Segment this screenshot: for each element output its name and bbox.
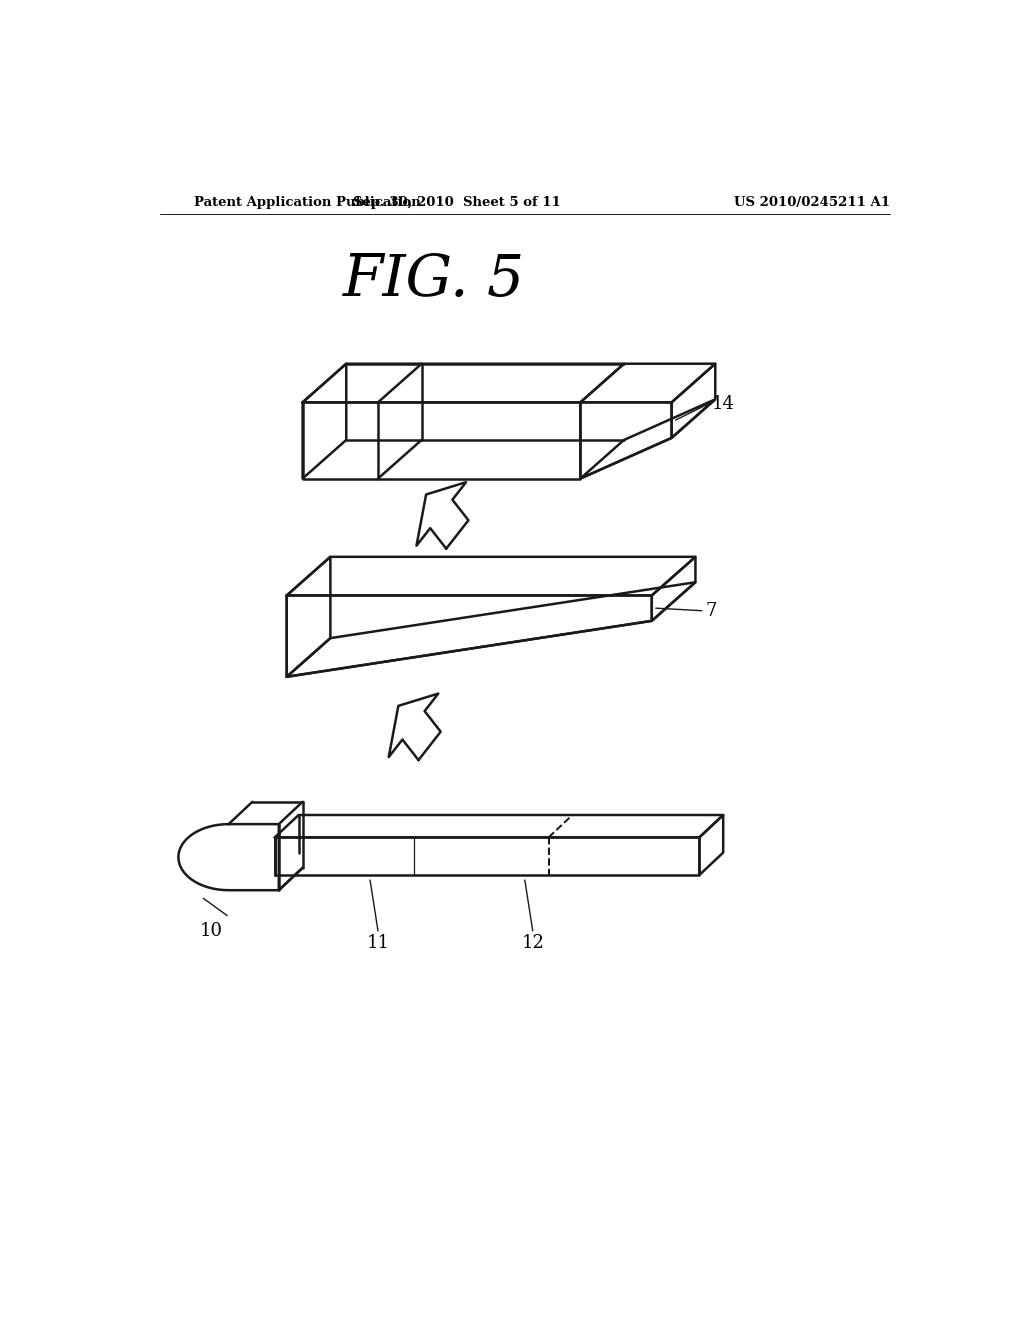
Text: 12: 12 bbox=[521, 935, 544, 952]
Text: FIG. 5: FIG. 5 bbox=[342, 252, 524, 309]
Text: 11: 11 bbox=[367, 935, 389, 952]
Text: US 2010/0245211 A1: US 2010/0245211 A1 bbox=[734, 195, 890, 209]
Text: Sep. 30, 2010  Sheet 5 of 11: Sep. 30, 2010 Sheet 5 of 11 bbox=[353, 195, 561, 209]
Text: 10: 10 bbox=[200, 921, 223, 940]
Text: 7: 7 bbox=[706, 602, 717, 619]
Text: 14: 14 bbox=[712, 396, 734, 413]
Text: Patent Application Publication: Patent Application Publication bbox=[194, 195, 421, 209]
